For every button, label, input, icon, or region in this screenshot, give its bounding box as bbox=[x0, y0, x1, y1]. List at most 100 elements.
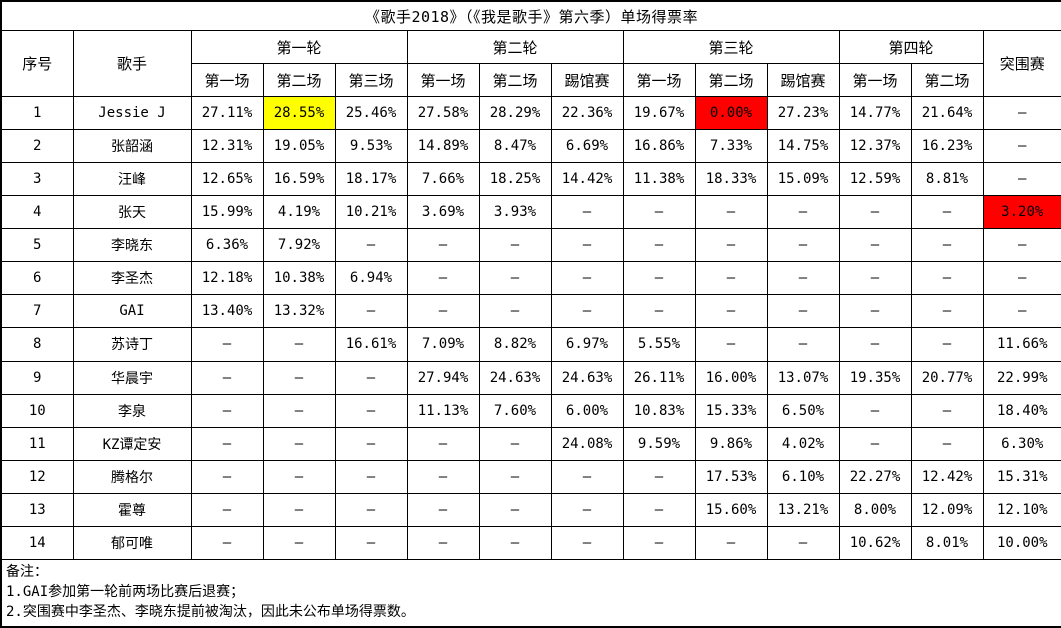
score-cell: – bbox=[406, 261, 480, 296]
score-cell: – bbox=[982, 95, 1061, 131]
score-cell: 9.86% bbox=[694, 426, 768, 461]
notes-cell: 备注： 1.GAI参加第一轮前两场比赛后退赛； 2.突围赛中李圣杰、李晓东提前被… bbox=[0, 559, 1061, 628]
score-cell: 22.27% bbox=[838, 459, 912, 494]
score-cell: 14.75% bbox=[766, 129, 840, 164]
header-r1-show3: 第三场 bbox=[334, 63, 408, 97]
score-cell: – bbox=[622, 492, 696, 527]
singer-name: 汪峰 bbox=[72, 162, 192, 197]
score-cell: – bbox=[478, 228, 552, 263]
score-cell: 13.21% bbox=[766, 492, 840, 527]
notes-row: 备注： 1.GAI参加第一轮前两场比赛后退赛； 2.突围赛中李圣杰、李晓东提前被… bbox=[0, 559, 1061, 628]
header-r4-show1: 第一场 bbox=[838, 63, 912, 97]
score-cell: – bbox=[910, 261, 984, 296]
score-cell: 22.99% bbox=[982, 360, 1061, 395]
row-number: 4 bbox=[0, 195, 74, 230]
score-cell: – bbox=[190, 426, 264, 461]
score-cell: – bbox=[334, 294, 408, 329]
score-cell: 15.99% bbox=[190, 195, 264, 230]
table-row: 9 华晨宇 – – –27.94% 24.63% 24.63% 26.11% 16.00% 13.… bbox=[0, 360, 1061, 395]
table-row: 4 张天 15.99% 4.19% 10.21% 3.69% 3.93% – – – – – –3.20… bbox=[0, 195, 1061, 230]
singer-name: 华晨宇 bbox=[72, 360, 192, 395]
table-body: 1 Jessie J 27.11% 28.55% 25.46% 27.58% 28.29% 2… bbox=[0, 95, 1061, 561]
score-cell: 13.40% bbox=[190, 294, 264, 329]
score-cell: – bbox=[190, 393, 264, 428]
score-cell: 6.97% bbox=[550, 327, 624, 362]
score-cell: – bbox=[982, 261, 1061, 296]
header-round-4: 第四轮 bbox=[838, 30, 984, 64]
score-cell: 16.59% bbox=[262, 162, 336, 197]
score-cell: 12.09% bbox=[910, 492, 984, 527]
score-cell: – bbox=[334, 426, 408, 461]
score-cell: 15.31% bbox=[982, 459, 1061, 494]
singer-name: 郁可唯 bbox=[72, 525, 192, 561]
row-number: 9 bbox=[0, 360, 74, 395]
score-cell: 17.53% bbox=[694, 459, 768, 494]
header-r1-show1: 第一场 bbox=[190, 63, 264, 97]
table-footer: 备注： 1.GAI参加第一轮前两场比赛后退赛； 2.突围赛中李圣杰、李晓东提前被… bbox=[0, 559, 1061, 628]
score-cell: – bbox=[694, 294, 768, 329]
score-cell: 27.58% bbox=[406, 95, 480, 131]
score-cell: – bbox=[838, 294, 912, 329]
score-cell: – bbox=[190, 492, 264, 527]
score-cell: – bbox=[262, 393, 336, 428]
score-cell: 19.35% bbox=[838, 360, 912, 395]
score-cell: 7.66% bbox=[406, 162, 480, 197]
score-cell: 19.05% bbox=[262, 129, 336, 164]
row-number: 3 bbox=[0, 162, 74, 197]
singer-name: Jessie J bbox=[72, 95, 192, 131]
score-cell: 27.11% bbox=[190, 95, 264, 131]
row-number: 5 bbox=[0, 228, 74, 263]
score-cell: – bbox=[550, 261, 624, 296]
row-number: 2 bbox=[0, 129, 74, 164]
score-cell: 18.40% bbox=[982, 393, 1061, 428]
header-row-shows: 第一场 第二场 第三场 第一场 第二场 踢馆赛 第一场 第二场 踢馆赛 第一场 … bbox=[1, 63, 1061, 97]
row-number: 14 bbox=[0, 525, 74, 561]
score-cell: – bbox=[838, 195, 912, 230]
score-cell: 9.59% bbox=[622, 426, 696, 461]
score-cell: 16.23% bbox=[910, 129, 984, 164]
score-cell: 16.00% bbox=[694, 360, 768, 395]
score-cell: – bbox=[910, 327, 984, 362]
score-cell: – bbox=[550, 195, 624, 230]
score-cell: 10.00% bbox=[982, 525, 1061, 561]
header-r2-show1: 第一场 bbox=[406, 63, 480, 97]
row-number: 13 bbox=[0, 492, 74, 527]
score-cell: 27.94% bbox=[406, 360, 480, 395]
row-number: 1 bbox=[0, 95, 74, 131]
score-cell: 7.60% bbox=[478, 393, 552, 428]
singer-name: 李泉 bbox=[72, 393, 192, 428]
score-cell: 20.77% bbox=[910, 360, 984, 395]
score-cell: – bbox=[550, 459, 624, 494]
score-cell: 10.62% bbox=[838, 525, 912, 561]
score-cell: – bbox=[910, 228, 984, 263]
table-row: 8 苏诗丁 – –16.61% 7.09% 8.82% 6.97% 5.55% – – – –11.6… bbox=[0, 327, 1061, 362]
score-cell: 6.36% bbox=[190, 228, 264, 263]
score-cell: – bbox=[838, 327, 912, 362]
score-cell: – bbox=[478, 294, 552, 329]
score-cell: 8.82% bbox=[478, 327, 552, 362]
score-cell: – bbox=[766, 195, 840, 230]
table-row: 12 腾格尔 – – – – – – –17.53% 6.10% 22.27% 12.42% 15.31… bbox=[0, 459, 1061, 494]
score-cell: 4.02% bbox=[766, 426, 840, 461]
score-cell: 18.25% bbox=[478, 162, 552, 197]
score-cell: – bbox=[982, 129, 1061, 164]
table-row: 7 GAI 13.40% 13.32% – – – – – – – – – – bbox=[0, 294, 1061, 329]
score-cell: – bbox=[406, 426, 480, 461]
table-row: 1 Jessie J 27.11% 28.55% 25.46% 27.58% 28.29% 2… bbox=[0, 95, 1061, 131]
score-cell: – bbox=[478, 426, 552, 461]
score-cell: 26.11% bbox=[622, 360, 696, 395]
score-cell: – bbox=[910, 426, 984, 461]
score-cell: – bbox=[262, 426, 336, 461]
score-cell: – bbox=[622, 228, 696, 263]
score-cell: – bbox=[478, 525, 552, 561]
page-title: 《歌手2018》（《我是歌手》第六季）单场得票率 bbox=[0, 0, 1061, 31]
score-cell: – bbox=[190, 360, 264, 395]
score-cell: – bbox=[334, 228, 408, 263]
table-row: 14 郁可唯 – – – – – – – – –10.62% 8.01% 10.00% bbox=[0, 525, 1061, 561]
score-cell: 12.10% bbox=[982, 492, 1061, 527]
row-number: 6 bbox=[0, 261, 74, 296]
score-cell: 7.92% bbox=[262, 228, 336, 263]
score-cell: 24.63% bbox=[550, 360, 624, 395]
score-cell: 7.09% bbox=[406, 327, 480, 362]
